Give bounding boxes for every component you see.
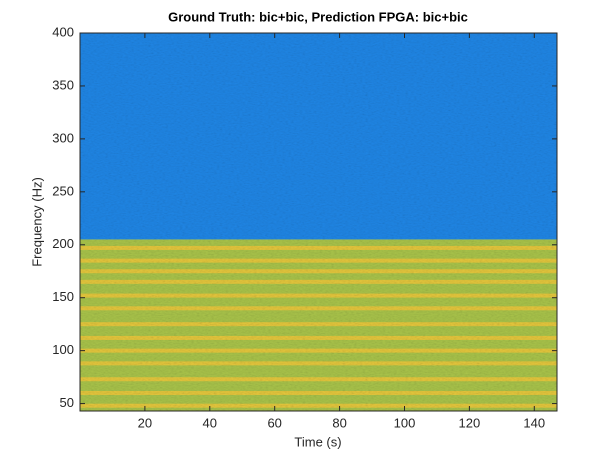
y-tick-label: 200 xyxy=(52,236,74,251)
plot-frame xyxy=(79,32,558,412)
x-tick-label: 80 xyxy=(332,415,346,430)
x-axis-label: Time (s) xyxy=(294,434,341,449)
y-tick-label: 150 xyxy=(52,289,74,304)
x-tick-label: 100 xyxy=(394,415,416,430)
texture xyxy=(80,33,557,411)
y-axis-label: Frequency (Hz) xyxy=(29,177,44,267)
plot-area xyxy=(80,33,557,411)
y-tick-label: 100 xyxy=(52,342,74,357)
y-tick-label: 350 xyxy=(52,77,74,92)
chart-title: Ground Truth: bic+bic, Prediction FPGA: … xyxy=(168,9,468,24)
y-tick-label: 400 xyxy=(52,24,74,39)
x-tick-label: 60 xyxy=(267,415,281,430)
x-tick-label: 120 xyxy=(459,415,481,430)
x-tick-label: 40 xyxy=(203,415,217,430)
y-tick-label: 250 xyxy=(52,183,74,198)
y-tick-label: 300 xyxy=(52,130,74,145)
y-tick-label: 50 xyxy=(60,395,74,410)
x-tick-label: 20 xyxy=(138,415,152,430)
x-tick-label: 140 xyxy=(523,415,545,430)
